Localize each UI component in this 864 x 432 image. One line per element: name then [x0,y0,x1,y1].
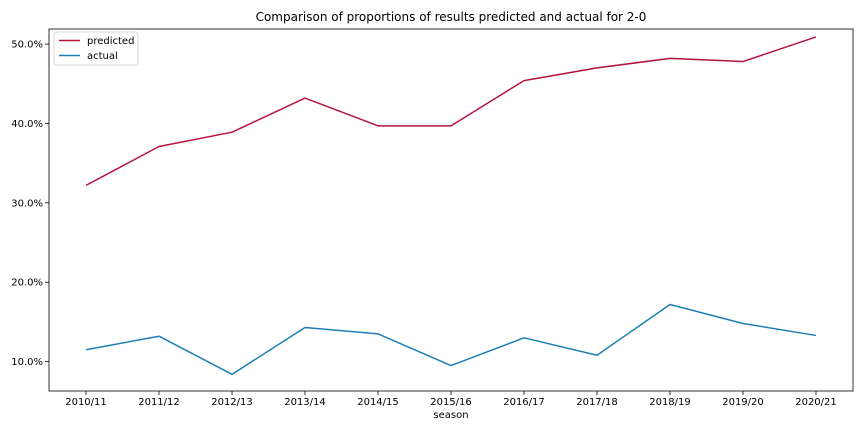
y-tick-label: 40.0% [11,119,43,130]
series-line-actual [85,303,817,376]
plot-area [85,36,817,376]
plot-frame [48,28,854,392]
y-tick-label: 50.0% [11,40,43,51]
x-tick-label: 2018/19 [649,397,691,408]
chart-title: Comparison of proportions of results pre… [256,10,647,24]
legend-label-actual: actual [87,51,118,62]
y-tick-label: 20.0% [11,278,43,289]
y-axis: 10.0% 20.0% 30.0% 40.0% 50.0% [11,40,49,368]
legend: predicted actual [53,31,139,66]
x-tick-label: 2015/16 [430,397,472,408]
x-tick-label: 2020/21 [795,397,837,408]
x-tick-label: 2013/14 [284,397,326,408]
x-axis-title: season [433,410,468,421]
x-axis: 2010/11 2011/12 2012/13 2013/14 2014/15 2015/… [65,391,837,408]
x-tick-label: 2011/12 [138,397,180,408]
x-tick-label: 2016/17 [503,397,545,408]
y-tick-label: 10.0% [11,357,43,368]
legend-label-predicted: predicted [87,36,134,47]
series-line-predicted [85,36,817,187]
x-tick-label: 2019/20 [722,397,764,408]
x-tick-label: 2014/15 [357,397,399,408]
y-tick-label: 30.0% [11,198,43,209]
x-tick-label: 2017/18 [576,397,618,408]
x-tick-label: 2012/13 [211,397,253,408]
x-tick-label: 2010/11 [65,397,107,408]
